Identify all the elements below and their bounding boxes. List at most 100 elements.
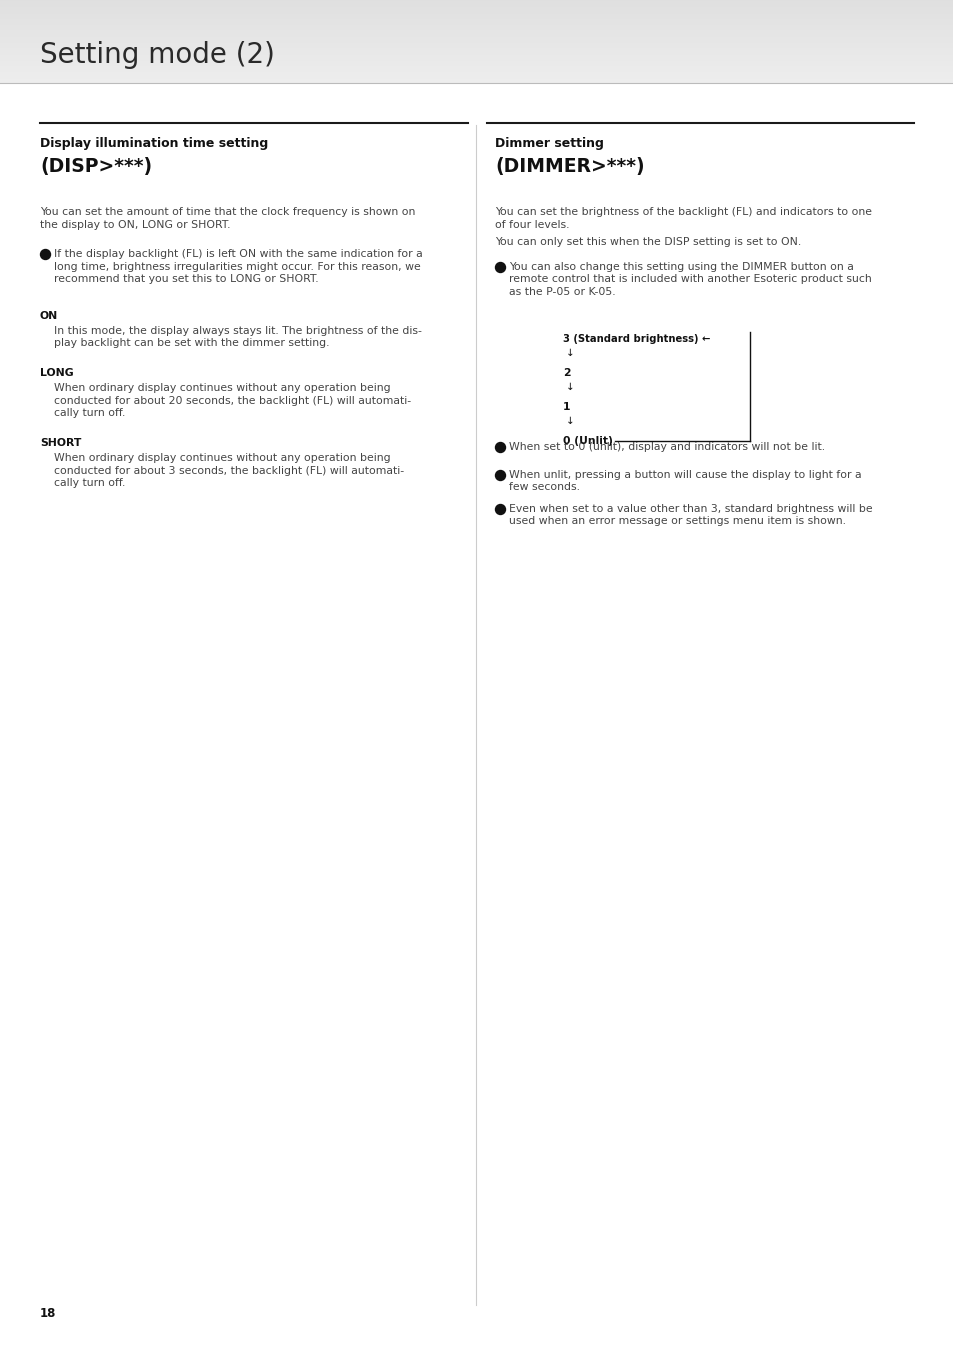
- Bar: [0, 42, 953, 45]
- Bar: [0, 28, 953, 31]
- Bar: [0, 74, 953, 76]
- Text: ↓: ↓: [565, 416, 574, 427]
- Bar: [0, 3, 953, 4]
- Bar: [0, 14, 953, 15]
- Bar: [0, 23, 953, 24]
- Bar: [0, 68, 953, 69]
- Bar: [0, 38, 953, 40]
- Bar: [0, 4, 953, 5]
- Text: Display illumination time setting: Display illumination time setting: [40, 136, 268, 150]
- Bar: [0, 36, 953, 39]
- Bar: [0, 45, 953, 47]
- Bar: [0, 58, 953, 59]
- Text: You can set the brightness of the backlight (FL) and indicators to one: You can set the brightness of the backli…: [495, 207, 871, 217]
- Text: Even when set to a value other than 3, standard brightness will be: Even when set to a value other than 3, s…: [509, 504, 872, 514]
- Text: Setting mode (2): Setting mode (2): [40, 40, 274, 69]
- Bar: [0, 47, 953, 50]
- Bar: [0, 24, 953, 26]
- Bar: [0, 70, 953, 72]
- Text: You can set the amount of time that the clock frequency is shown on: You can set the amount of time that the …: [40, 207, 415, 217]
- Bar: [0, 63, 953, 65]
- Bar: [0, 51, 953, 53]
- Bar: [0, 72, 953, 73]
- Text: cally turn off.: cally turn off.: [54, 478, 125, 487]
- Text: When set to 0 (unlit), display and indicators will not be lit.: When set to 0 (unlit), display and indic…: [509, 441, 824, 452]
- Text: SHORT: SHORT: [40, 437, 81, 448]
- Bar: [0, 46, 953, 49]
- Bar: [0, 80, 953, 81]
- Bar: [0, 40, 953, 43]
- Bar: [0, 62, 953, 63]
- Bar: [0, 8, 953, 9]
- Text: LONG: LONG: [40, 369, 73, 378]
- Bar: [0, 34, 953, 36]
- Text: recommend that you set this to LONG or SHORT.: recommend that you set this to LONG or S…: [54, 274, 318, 284]
- Bar: [0, 16, 953, 18]
- Text: 2: 2: [562, 369, 570, 378]
- Bar: [0, 9, 953, 11]
- Text: cally turn off.: cally turn off.: [54, 408, 125, 418]
- Bar: [0, 78, 953, 80]
- Bar: [0, 76, 953, 77]
- Text: conducted for about 3 seconds, the backlight (FL) will automati-: conducted for about 3 seconds, the backl…: [54, 466, 404, 475]
- Bar: [0, 73, 953, 74]
- Text: few seconds.: few seconds.: [509, 482, 579, 493]
- Bar: [0, 39, 953, 42]
- Text: conducted for about 20 seconds, the backlight (FL) will automati-: conducted for about 20 seconds, the back…: [54, 396, 411, 405]
- Bar: [0, 30, 953, 32]
- Text: In this mode, the display always stays lit. The brightness of the dis-: In this mode, the display always stays l…: [54, 325, 421, 336]
- Text: used when an error message or settings menu item is shown.: used when an error message or settings m…: [509, 517, 845, 526]
- Bar: [0, 50, 953, 51]
- Bar: [0, 15, 953, 16]
- Bar: [0, 5, 953, 7]
- Text: (DISP>***): (DISP>***): [40, 157, 152, 176]
- Bar: [0, 43, 953, 46]
- Text: remote control that is included with another Esoteric product such: remote control that is included with ano…: [509, 274, 871, 285]
- Text: of four levels.: of four levels.: [495, 220, 569, 230]
- Bar: [0, 18, 953, 19]
- Bar: [0, 31, 953, 34]
- Bar: [0, 57, 953, 58]
- Bar: [0, 22, 953, 23]
- Text: ON: ON: [40, 310, 58, 321]
- Text: When ordinary display continues without any operation being: When ordinary display continues without …: [54, 454, 390, 463]
- Text: Dimmer setting: Dimmer setting: [495, 136, 603, 150]
- Bar: [0, 69, 953, 70]
- Bar: [0, 20, 953, 22]
- Bar: [0, 7, 953, 8]
- Bar: [0, 0, 953, 1]
- Bar: [0, 53, 953, 54]
- Text: long time, brightness irregularities might occur. For this reason, we: long time, brightness irregularities mig…: [54, 262, 420, 271]
- Bar: [0, 54, 953, 55]
- Bar: [0, 77, 953, 78]
- Text: ↓: ↓: [565, 382, 574, 391]
- Text: 18: 18: [40, 1307, 56, 1320]
- Text: as the P-05 or K-05.: as the P-05 or K-05.: [509, 288, 615, 297]
- Text: When unlit, pressing a button will cause the display to light for a: When unlit, pressing a button will cause…: [509, 470, 861, 481]
- Text: You can also change this setting using the DIMMER button on a: You can also change this setting using t…: [509, 262, 853, 271]
- Bar: [0, 32, 953, 35]
- Text: (DIMMER>***): (DIMMER>***): [495, 157, 644, 176]
- Bar: [0, 65, 953, 66]
- Text: If the display backlight (FL) is left ON with the same indication for a: If the display backlight (FL) is left ON…: [54, 248, 422, 259]
- Text: 0 (Unlit): 0 (Unlit): [562, 436, 612, 446]
- Bar: [0, 11, 953, 12]
- Text: the display to ON, LONG or SHORT.: the display to ON, LONG or SHORT.: [40, 220, 231, 230]
- Bar: [0, 27, 953, 30]
- Bar: [0, 55, 953, 57]
- Bar: [0, 26, 953, 27]
- Bar: [0, 12, 953, 14]
- Bar: [0, 19, 953, 20]
- Text: When ordinary display continues without any operation being: When ordinary display continues without …: [54, 383, 390, 393]
- Bar: [0, 1, 953, 3]
- Text: 1: 1: [562, 402, 570, 412]
- Text: 3 (Standard brightness) ←: 3 (Standard brightness) ←: [562, 333, 710, 344]
- Bar: [0, 66, 953, 68]
- Bar: [0, 59, 953, 61]
- Bar: [0, 35, 953, 38]
- Bar: [0, 81, 953, 82]
- Text: play backlight can be set with the dimmer setting.: play backlight can be set with the dimme…: [54, 339, 329, 348]
- Bar: [0, 61, 953, 62]
- Text: You can only set this when the DISP setting is set to ON.: You can only set this when the DISP sett…: [495, 238, 801, 247]
- Text: ↓: ↓: [565, 348, 574, 358]
